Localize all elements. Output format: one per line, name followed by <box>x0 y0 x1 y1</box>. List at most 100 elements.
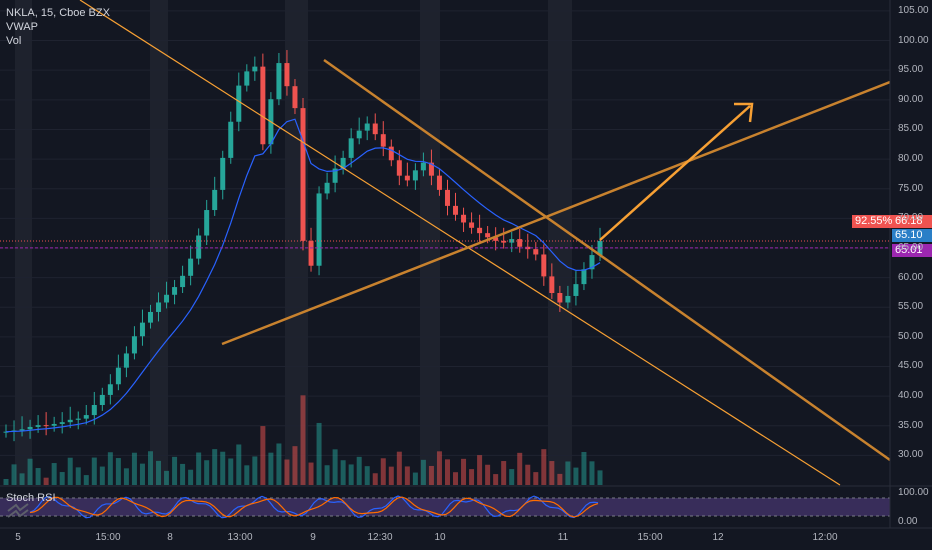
volume-bar <box>557 473 563 485</box>
volume-bar <box>372 473 378 485</box>
candle <box>573 284 579 296</box>
candle <box>372 123 378 135</box>
volume-bar <box>428 465 434 485</box>
candle <box>123 353 129 368</box>
volume-bar <box>501 461 507 485</box>
volume-bar <box>348 464 354 485</box>
candle <box>180 275 186 288</box>
candle <box>244 71 250 86</box>
volume-bar <box>59 472 65 485</box>
volume-bar <box>51 463 57 485</box>
volume-bar <box>332 449 338 485</box>
stoch-tick-label: 0.00 <box>898 516 918 527</box>
volume-bar <box>589 461 595 485</box>
trend-line-lower <box>79 0 841 486</box>
volume-bar <box>115 458 121 485</box>
volume-bar <box>172 456 178 485</box>
candle <box>292 86 298 109</box>
volume-bar <box>75 467 81 485</box>
volume-bar <box>549 461 555 485</box>
volume-bar <box>469 469 475 485</box>
candle <box>204 210 210 236</box>
legend-vol: Vol <box>6 35 22 47</box>
candle <box>533 249 539 255</box>
volume-bar <box>324 465 330 485</box>
candle <box>308 240 314 266</box>
stoch-band <box>0 498 890 516</box>
last-price-tag: 66.18 <box>892 215 932 228</box>
candle <box>388 146 394 161</box>
candle <box>436 175 442 190</box>
candle <box>35 425 41 427</box>
volume-bar <box>525 464 531 485</box>
volume-bar <box>164 470 170 485</box>
vwap-line <box>5 118 601 433</box>
stoch-tick-label: 100.00 <box>898 487 929 498</box>
candle <box>115 367 121 385</box>
candle <box>557 293 563 303</box>
x-tick-label: 8 <box>167 532 173 543</box>
volume-bar <box>485 464 491 485</box>
candle <box>444 189 450 206</box>
volume-bar <box>292 446 298 485</box>
volume-bar <box>43 477 49 485</box>
volume-bar <box>444 459 450 485</box>
session-band <box>15 0 32 485</box>
session-band <box>548 0 572 485</box>
candle <box>493 237 499 241</box>
y-tick-label: 70.00 <box>898 212 924 224</box>
volume-bar <box>396 451 402 485</box>
candle <box>501 240 507 243</box>
line-price-tag: 65.01 <box>892 244 932 257</box>
x-tick-label: 11 <box>557 532 569 543</box>
pct-change-tag: 92.55% <box>852 215 896 228</box>
volume-bar <box>228 458 234 485</box>
candle <box>260 66 266 145</box>
trend-line-upper <box>323 58 891 462</box>
candle <box>380 134 386 147</box>
volume-bar <box>131 452 137 485</box>
x-tick-label: 13:00 <box>227 532 253 543</box>
volume-bar <box>252 456 258 485</box>
candle <box>316 193 322 266</box>
candle <box>428 162 434 176</box>
y-tick-label: 60.00 <box>898 271 924 283</box>
candle <box>164 294 170 303</box>
volume-bar <box>316 422 322 485</box>
volume-bar <box>204 460 210 485</box>
x-tick-label: 9 <box>310 532 316 543</box>
candle <box>75 418 81 420</box>
candle <box>139 322 145 337</box>
session-band <box>150 0 168 485</box>
candle <box>332 168 338 183</box>
candle <box>565 295 571 303</box>
y-tick-label: 75.00 <box>898 182 924 194</box>
volume-bar <box>380 458 386 485</box>
volume-bar <box>19 473 25 485</box>
volume-bar <box>212 449 218 485</box>
candle <box>509 239 515 243</box>
candle <box>43 425 49 427</box>
candle <box>396 160 402 176</box>
candle <box>172 287 178 295</box>
candle <box>83 415 89 419</box>
candle <box>469 222 475 228</box>
x-tick-label: 12 <box>712 532 724 543</box>
candle <box>276 63 282 100</box>
arrow-head <box>734 102 754 123</box>
volume-bar <box>276 443 282 485</box>
volume-bar <box>581 452 587 485</box>
volume-bar <box>91 457 97 485</box>
candle <box>99 394 105 405</box>
candle <box>581 269 587 285</box>
volume-bar <box>461 458 467 485</box>
candle <box>549 276 555 293</box>
stoch-rsi-label: Stoch RSI <box>6 492 56 504</box>
candle <box>212 189 218 211</box>
candle <box>220 157 226 190</box>
y-tick-label: 100.00 <box>898 34 929 46</box>
candle <box>300 108 306 241</box>
volume-bar <box>308 462 314 485</box>
candle <box>517 239 523 247</box>
